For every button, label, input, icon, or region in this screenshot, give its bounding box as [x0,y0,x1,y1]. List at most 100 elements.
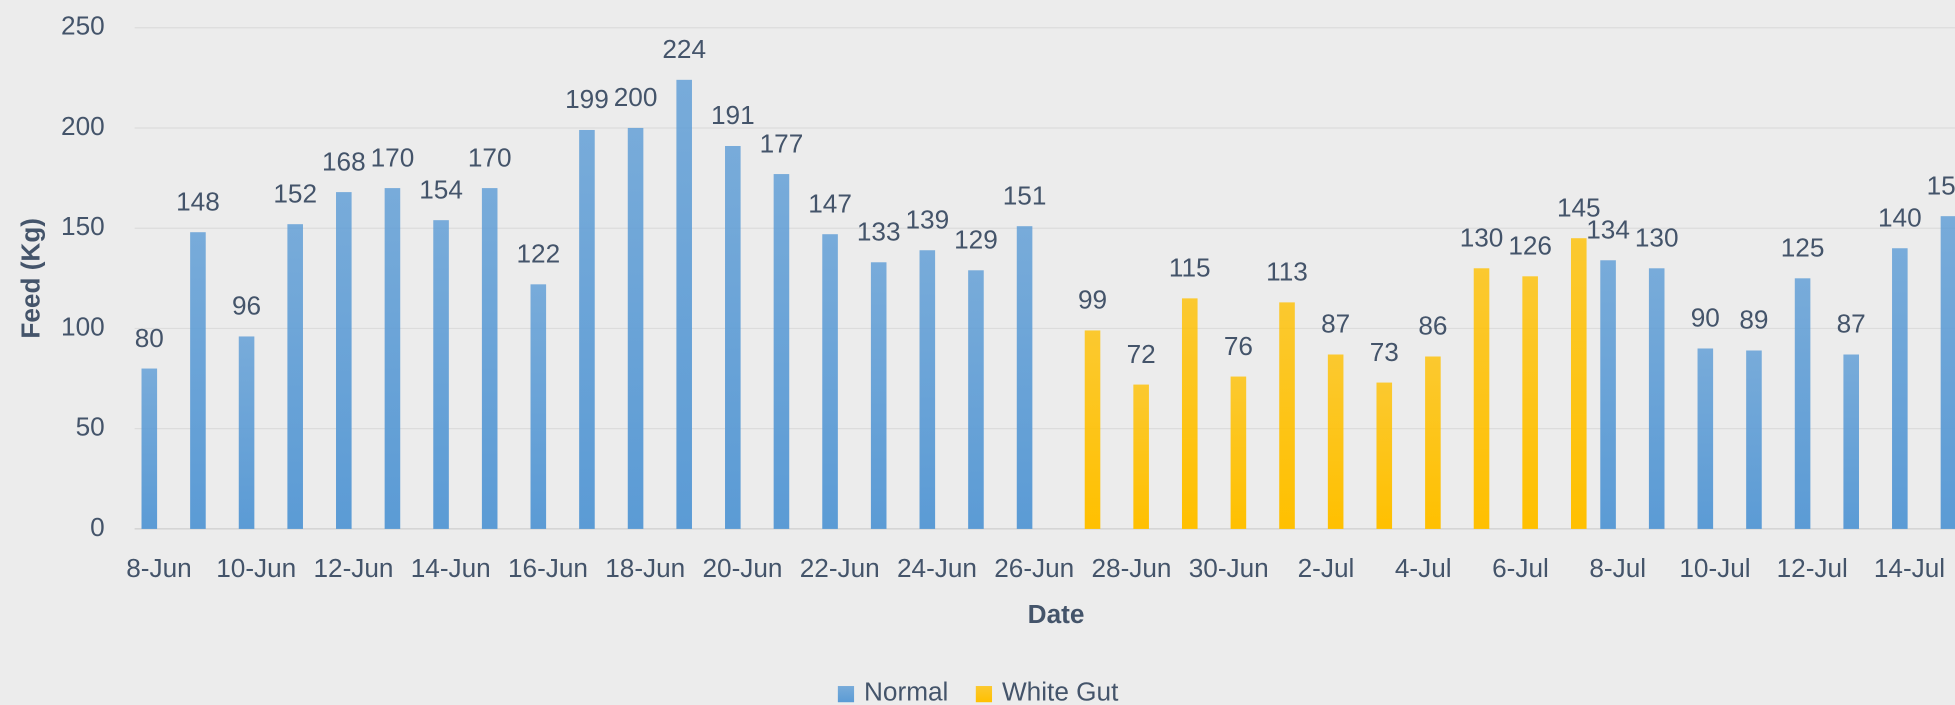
data-label: 90 [1691,303,1720,333]
data-label: 115 [1169,253,1211,283]
bar [919,250,936,529]
legend-label: Normal [864,676,948,705]
data-label: 139 [905,204,949,234]
data-label: 125 [1781,233,1825,263]
x-tick-label: 8-Jun [126,553,191,583]
data-label: 140 [1878,202,1922,232]
x-tick-label: 6-Jul [1492,553,1549,583]
x-tick-label: 16-Jun [508,553,588,583]
x-tick-label: 20-Jun [702,553,782,583]
data-label: 129 [954,225,998,255]
bar [384,188,401,529]
bar [627,127,644,529]
bar [1843,354,1859,529]
bar [530,284,547,529]
bar [1327,354,1344,529]
bar [968,270,984,529]
data-label: 224 [662,34,706,64]
data-label: 145 [1557,192,1601,222]
bar [822,234,838,529]
x-tick-label: 14-Jul [1874,553,1945,583]
bar [1892,248,1908,529]
x-tick-label: 8-Jul [1589,553,1646,583]
bar [336,192,352,529]
x-tick-label: 12-Jul [1777,553,1848,583]
bar [238,336,255,529]
x-tick-label: 4-Jul [1395,553,1452,583]
bar [1425,356,1441,529]
bar [287,224,303,529]
bar [676,79,692,529]
data-label: 113 [1266,257,1308,287]
data-label: 168 [322,146,366,176]
x-tick-label: 12-Jun [313,553,393,583]
legend-label: White Gut [1002,676,1119,705]
data-label: 154 [419,174,463,204]
data-label: 130 [1635,223,1679,253]
x-tick-label: 10-Jun [216,553,296,583]
bar [1648,268,1665,529]
data-label: 134 [1586,215,1630,245]
bar [1181,298,1198,529]
data-label: 148 [176,186,220,216]
y-tick-label: 150 [61,211,105,241]
data-label: 147 [808,188,852,218]
y-tick-label: 0 [90,512,105,542]
bar [1084,330,1101,529]
x-tick-label: 24-Jun [897,553,977,583]
data-label: 130 [1460,223,1504,253]
bar [1133,384,1149,529]
x-tick-label: 28-Jun [1091,553,1171,583]
x-tick-label: 10-Jul [1679,553,1750,583]
x-tick-label: 18-Jun [605,553,685,583]
data-label: 72 [1127,339,1156,369]
x-axis-title: Date [1028,599,1085,629]
bar [1016,226,1033,529]
x-tick-label: 22-Jun [800,553,880,583]
legend-swatch [975,686,993,703]
data-label: 96 [232,291,261,321]
data-label: 126 [1508,231,1552,261]
bar [870,262,887,529]
bar [1376,382,1393,529]
bar [190,232,206,529]
y-tick-label: 250 [61,11,105,41]
data-label: 76 [1224,331,1253,361]
x-tick-label: 26-Jun [994,553,1074,583]
bar [1600,260,1616,529]
bar [433,220,449,529]
data-label: 73 [1370,337,1399,367]
bar [1279,302,1295,529]
data-label: 200 [614,82,658,112]
data-label: 177 [760,128,804,158]
bar [725,145,741,529]
data-label: 99 [1078,285,1107,315]
y-axis-title: Feed (Kg) [15,218,45,339]
bar [1570,238,1587,529]
bar [481,188,498,529]
data-label: 87 [1837,309,1866,339]
bar [1522,276,1538,529]
data-label: 170 [468,142,512,172]
data-label: 122 [516,239,560,269]
data-label: 86 [1418,311,1447,341]
legend-swatch [837,686,855,703]
data-label: 156 [1927,170,1955,200]
bar [1697,348,1714,529]
x-tick-label: 14-Jun [411,553,491,583]
bar [773,174,790,529]
bar [1473,268,1490,529]
bar [1746,350,1762,529]
bar [1230,376,1247,529]
data-label: 89 [1739,305,1768,335]
data-label: 199 [565,84,609,114]
y-tick-label: 200 [61,111,105,141]
data-label: 151 [1003,180,1047,210]
x-tick-label: 2-Jul [1298,553,1355,583]
data-label: 80 [135,323,164,353]
bar [579,129,595,529]
data-label: 133 [857,217,901,247]
x-tick-label: 30-Jun [1189,553,1269,583]
